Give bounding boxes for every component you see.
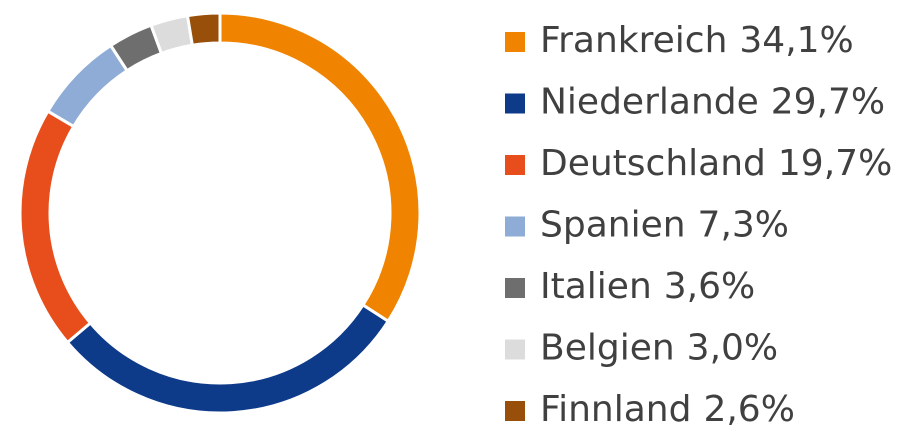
- legend-swatch: [505, 155, 525, 175]
- legend-category: Niederlande: [540, 82, 759, 123]
- legend-value: 29,7%: [771, 82, 885, 123]
- legend-swatch: [505, 32, 525, 52]
- legend-entry: Deutschland 19,7%: [505, 143, 892, 184]
- donut-segment: [18, 109, 93, 345]
- donut-segment: [65, 302, 391, 415]
- legend-swatch: [505, 216, 525, 237]
- legend-swatch: [505, 278, 525, 298]
- legend-value: 34,1%: [739, 20, 853, 61]
- legend-category: Belgien: [540, 328, 675, 369]
- legend-category: Finnland: [540, 389, 691, 427]
- legend-label: Spanien 7,3%: [540, 205, 789, 246]
- legend-entry: Finnland 2,6%: [505, 389, 795, 427]
- legend-entry: Italien 3,6%: [505, 266, 755, 307]
- legend-entry: Niederlande 29,7%: [505, 82, 885, 123]
- legend-category: Frankreich: [540, 20, 727, 61]
- legend-value: 3,0%: [687, 328, 778, 369]
- donut-segment: [218, 11, 422, 324]
- legend-label: Finnland 2,6%: [540, 389, 795, 427]
- legend-label: Frankreich 34,1%: [540, 20, 854, 61]
- legend-entry: Belgien 3,0%: [505, 328, 778, 369]
- donut-segment: [185, 11, 222, 47]
- legend-label: Italien 3,6%: [540, 266, 755, 307]
- legend-entry: Spanien 7,3%: [505, 205, 789, 246]
- legend-value: 3,6%: [664, 266, 755, 307]
- legend-category: Italien: [540, 266, 652, 307]
- legend-label: Niederlande 29,7%: [540, 82, 885, 123]
- legend-category: Deutschland: [540, 143, 766, 184]
- legend-category: Spanien: [540, 205, 686, 246]
- legend-entry: Frankreich 34,1%: [505, 20, 854, 61]
- legend-swatch: [505, 339, 525, 360]
- donut-segment: [45, 43, 130, 129]
- legend-swatch: [505, 401, 525, 421]
- legend-label: Belgien 3,0%: [540, 328, 778, 369]
- legend-value: 7,3%: [698, 205, 789, 246]
- legend-value: 19,7%: [778, 143, 892, 184]
- legend-value: 2,6%: [703, 389, 794, 427]
- legend-label: Deutschland 19,7%: [540, 143, 892, 184]
- legend-swatch: [505, 93, 525, 114]
